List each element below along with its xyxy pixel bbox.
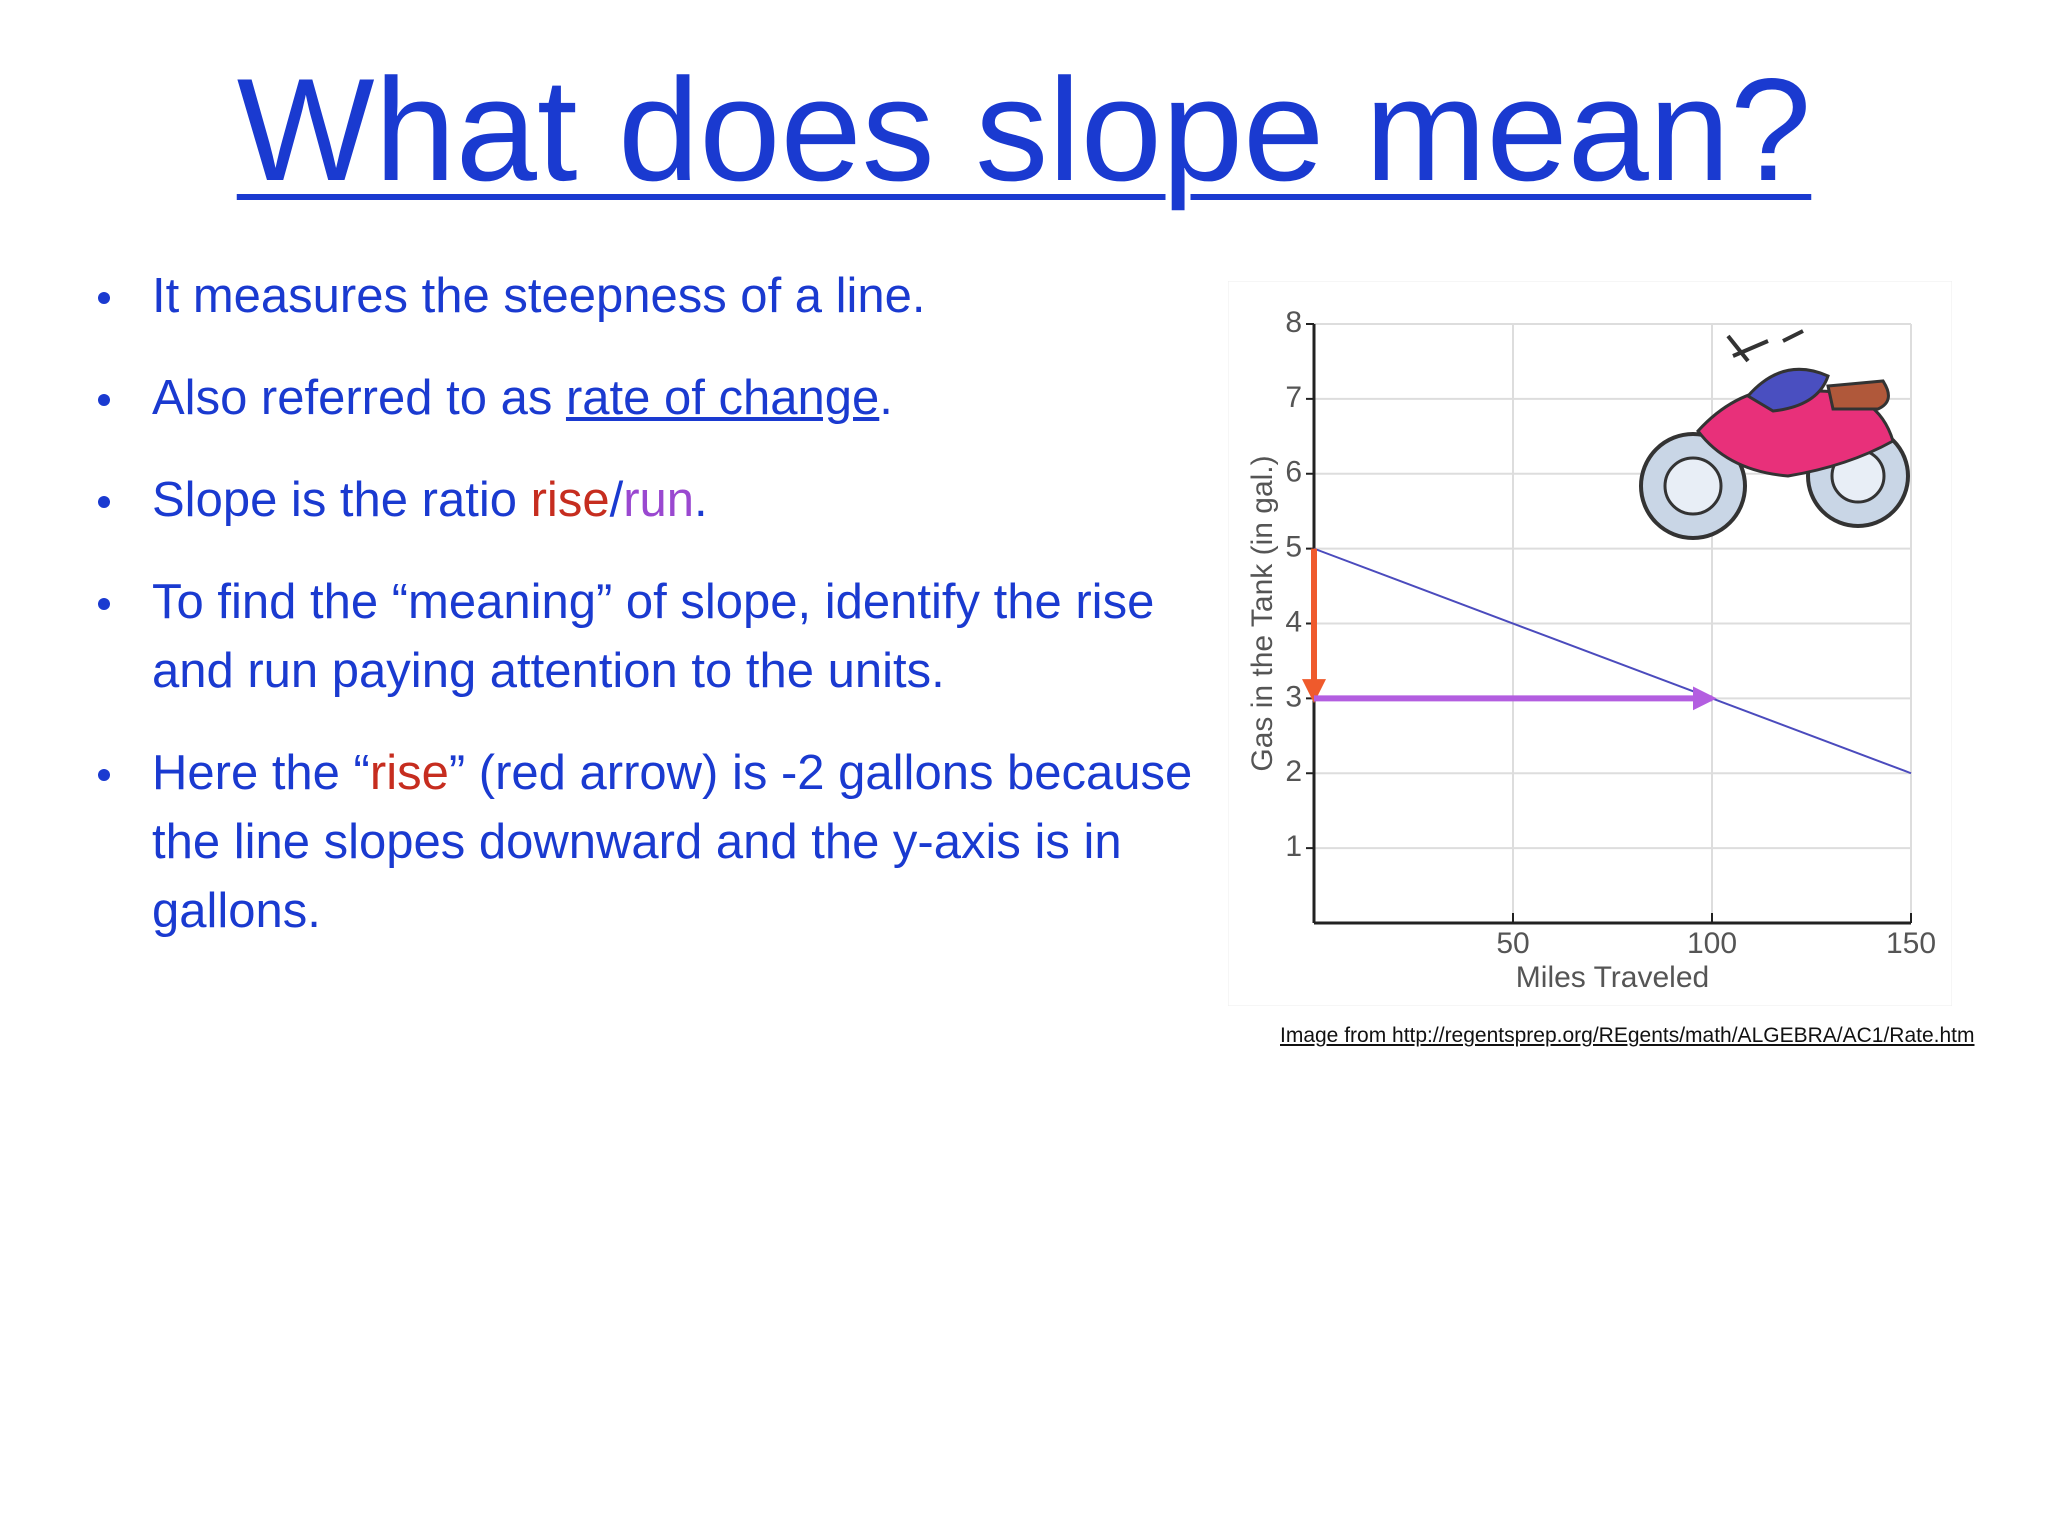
- x-tick-label: 150: [1886, 927, 1936, 960]
- bullet-text: Here the “: [152, 746, 370, 800]
- bullet-item: To find the “meaning” of slope, identify…: [98, 568, 1208, 706]
- x-axis-title: Miles Traveled: [1516, 961, 1709, 994]
- bullet-text: Also referred to as: [152, 371, 566, 425]
- y-axis-title: Gas in the Tank (in gal.): [1246, 455, 1279, 771]
- bullet-item: Slope is the ratio rise/run.: [98, 466, 1208, 535]
- bullet-text: rate of change: [565, 371, 880, 425]
- bullet-list: It measures the steepness of a line. Also…: [98, 262, 1208, 979]
- y-tick-label: 4: [1285, 605, 1302, 638]
- bullet-text: .: [879, 371, 893, 425]
- y-tick-label: 6: [1285, 456, 1302, 489]
- x-tick-label: 100: [1687, 927, 1737, 960]
- bullet-text: .: [694, 473, 708, 527]
- data-line: [1313, 547, 1912, 775]
- y-tick-label: 3: [1285, 680, 1302, 713]
- x-tick-label: 50: [1496, 927, 1529, 960]
- bullet-dot: [98, 769, 110, 781]
- bullet-text: /: [609, 473, 624, 527]
- bullet-text: rise: [369, 746, 449, 800]
- y-tick-label: 5: [1285, 531, 1302, 564]
- bullet-dot: [98, 598, 110, 610]
- chart: 1 2 3 4 5 6 7 8 50 100 150 Miles Traveled Gas in the…: [1228, 281, 1952, 1006]
- bullet-text: To find the “meaning” of slope, identify…: [152, 575, 1168, 698]
- bullet-text: ” (red arrow) is -2 gallons because the …: [152, 746, 1206, 938]
- bullet-dot: [98, 496, 110, 508]
- bullet-item: It measures the steepness of a line.: [98, 262, 1208, 331]
- bullet-text: run: [623, 473, 695, 527]
- bullet-text: Slope is the ratio: [152, 473, 531, 527]
- slide-title: What does slope mean?: [236, 48, 1812, 211]
- bullet-text: rise: [530, 473, 610, 527]
- bullet-dot: [98, 292, 110, 304]
- bullet-item: Also referred to as rate of change.: [98, 364, 1208, 433]
- image-credit: Image from http://regentsprep.org/REgent…: [1280, 1024, 1975, 1047]
- y-tick-label: 8: [1285, 306, 1302, 339]
- y-tick-label: 1: [1285, 830, 1302, 863]
- y-tick-label: 2: [1285, 755, 1302, 788]
- motorcycle-illustration: [1639, 329, 1910, 540]
- bullet-item: Here the “rise” (red arrow) is -2 gallon…: [98, 739, 1208, 946]
- bullet-dot: [98, 394, 110, 406]
- bullet-text: It measures the steepness of a line.: [152, 269, 926, 323]
- y-tick-label: 7: [1285, 381, 1302, 414]
